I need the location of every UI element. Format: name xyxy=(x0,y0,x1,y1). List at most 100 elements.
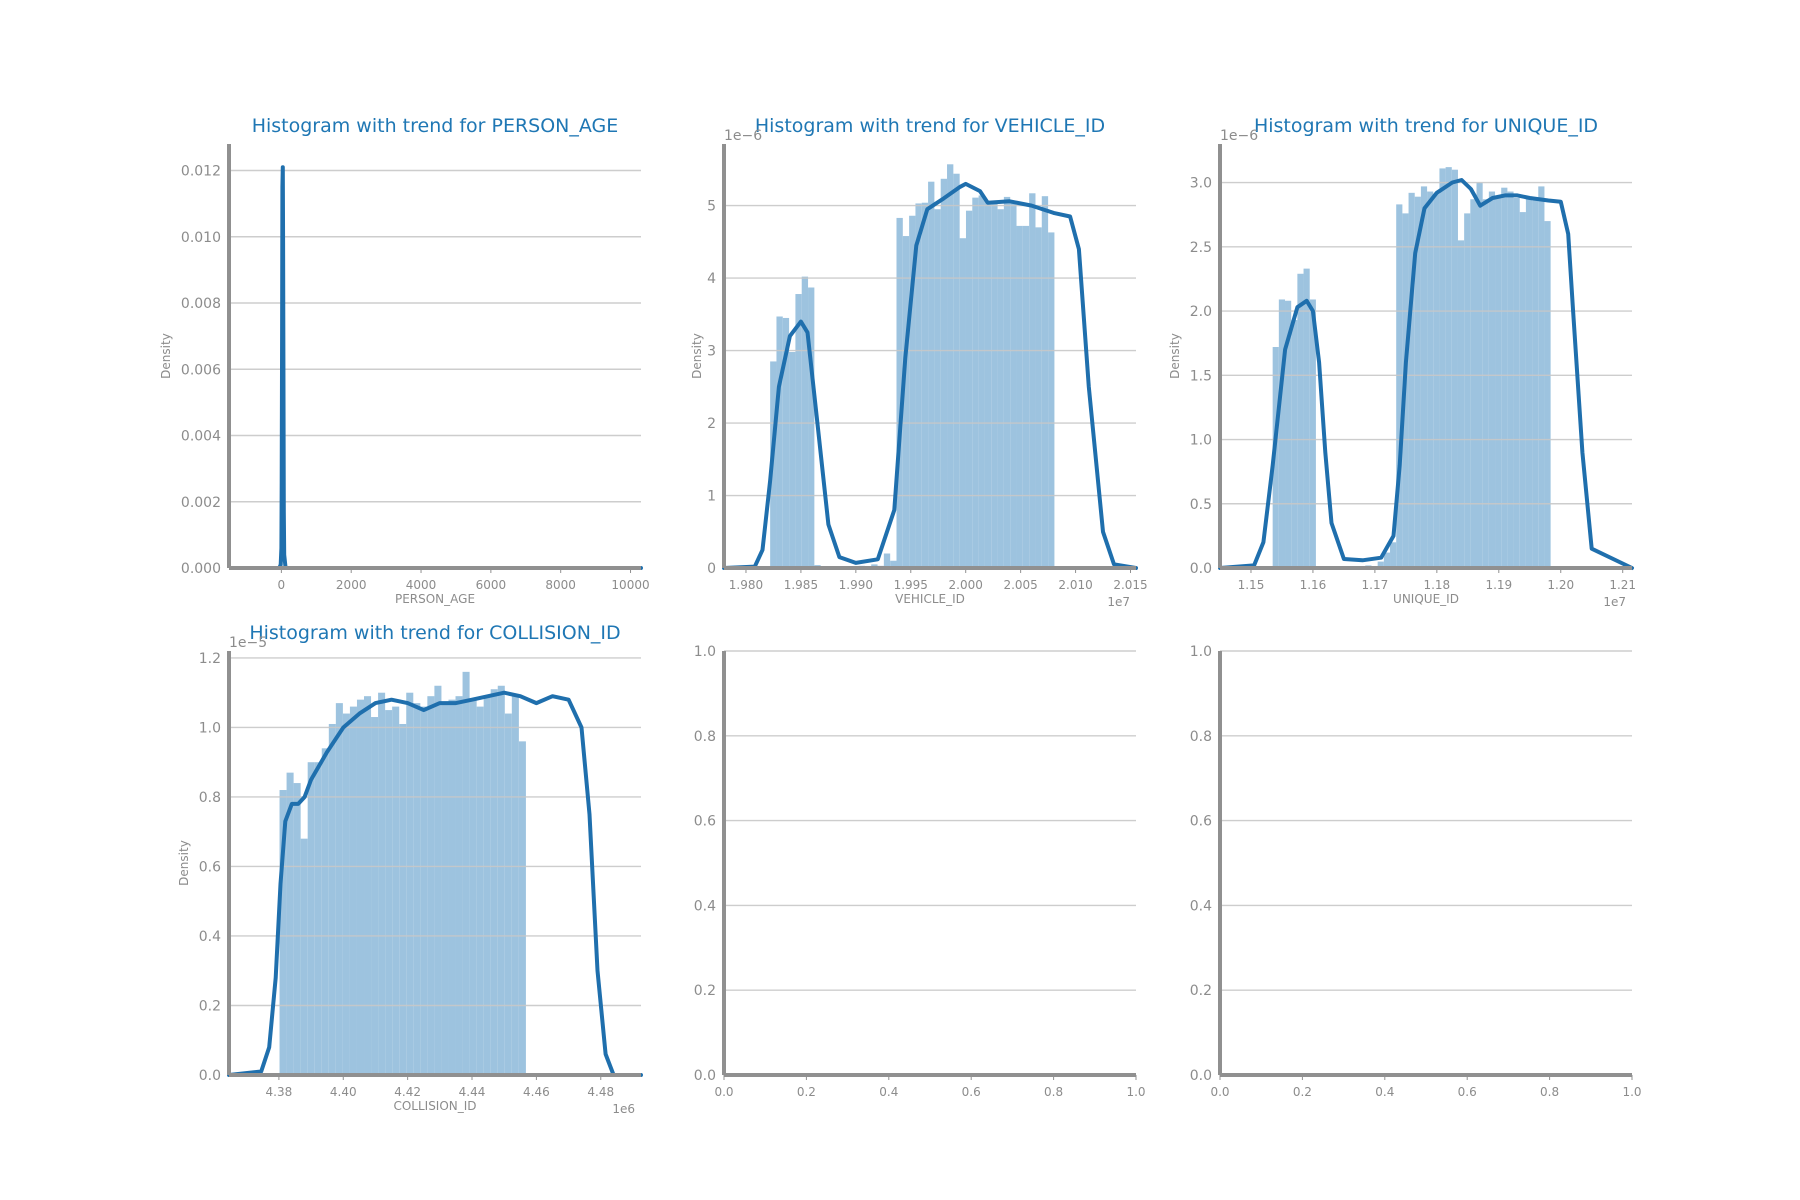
y-tick-label: 2 xyxy=(707,416,716,432)
histogram-bar xyxy=(1414,196,1421,569)
x-tick-label: 2000 xyxy=(336,578,367,592)
y-tick-label: 1.5 xyxy=(1190,368,1212,384)
x-axis-offset-label: 1e7 xyxy=(1603,595,1626,609)
x-tick-label: 1.0 xyxy=(1126,1085,1145,1099)
kde-trend-line xyxy=(1218,178,1634,570)
histogram-bar xyxy=(1048,232,1055,568)
subplot-4: 0.0 0.2 0.4 0.6 0.8 1.0 1.2 4.38 4.40 4.42 4.44 4.4… xyxy=(177,622,643,1116)
y-tick-label: 0.8 xyxy=(694,729,716,745)
histogram-bar xyxy=(420,706,428,1075)
y-tick-label: 0.0 xyxy=(1190,561,1212,577)
histogram-bar xyxy=(965,210,973,568)
x-tick-label: 1.995 xyxy=(894,578,928,592)
histogram-bars xyxy=(1272,167,1551,569)
histogram-bar xyxy=(427,696,435,1075)
histogram-bar xyxy=(455,696,463,1075)
x-tick-label: 2.010 xyxy=(1058,578,1092,592)
y-tick-label: 0.6 xyxy=(1190,814,1212,830)
histogram-bar xyxy=(1303,268,1310,568)
histogram-bar xyxy=(1507,191,1514,568)
histogram-bar xyxy=(1408,192,1415,568)
x-tick-label: 10000 xyxy=(611,578,649,592)
x-tick-label: 1.980 xyxy=(729,578,763,592)
y-tick-label: 4 xyxy=(707,271,716,287)
histogram-bar xyxy=(1457,240,1465,568)
subplot-2: 0 1 2 3 4 5 1.980 1.985 1.990 1.995 2.000 2.005 2.01… xyxy=(690,115,1148,609)
y-tick-label: 0.012 xyxy=(181,164,221,180)
histogram-bar xyxy=(1544,221,1551,568)
y-tick-label: 0.0 xyxy=(199,1068,221,1084)
histogram-bar xyxy=(1041,196,1049,568)
histogram-bar xyxy=(921,202,929,568)
histogram-bar xyxy=(776,316,783,568)
histogram-bar xyxy=(1470,199,1477,569)
histogram-bar xyxy=(1291,320,1298,568)
histogram-bar xyxy=(497,685,505,1075)
y-tick-label: 0.4 xyxy=(694,898,716,914)
y-axis-offset-label: 1e−5 xyxy=(229,635,267,651)
y-tick-label: 0.6 xyxy=(694,814,716,830)
histogram-bar xyxy=(342,713,350,1075)
x-tick-label: 0.2 xyxy=(1293,1085,1312,1099)
y-axis-label: Density xyxy=(159,333,173,379)
histogram-bar xyxy=(953,173,960,568)
chart-title: Histogram with trend for VEHICLE_ID xyxy=(755,115,1105,137)
histogram-bar xyxy=(1003,196,1011,568)
x-tick-label: 1.0 xyxy=(1622,1085,1641,1099)
x-tick-label: 2.015 xyxy=(1113,578,1147,592)
x-tick-label: 1.15 xyxy=(1238,578,1265,592)
y-axis-label: Density xyxy=(690,333,704,379)
histogram-bar xyxy=(1532,200,1539,569)
histogram-bar xyxy=(795,294,802,568)
x-tick-label: 0.8 xyxy=(1540,1085,1559,1099)
y-axis-label: Density xyxy=(177,840,191,886)
histogram-bar xyxy=(511,696,519,1075)
x-tick-label: 1.17 xyxy=(1362,578,1389,592)
histogram-bar xyxy=(909,215,916,568)
histogram-bar xyxy=(1016,225,1023,568)
y-tick-label: 0.4 xyxy=(1190,898,1212,914)
histogram-bar xyxy=(314,762,322,1075)
histogram-bar xyxy=(1519,212,1526,568)
histogram-bar xyxy=(890,560,897,568)
histogram-bar xyxy=(406,692,414,1075)
y-tick-label: 1.0 xyxy=(694,644,716,660)
y-tick-label: 3.0 xyxy=(1190,176,1212,192)
histogram-bar xyxy=(997,209,1004,568)
histogram-bar xyxy=(364,696,372,1075)
histogram-bar xyxy=(1010,201,1017,568)
histogram-bar xyxy=(1464,213,1471,568)
histogram-bar xyxy=(1427,191,1434,568)
histogram-bar xyxy=(1538,186,1545,568)
histogram-bar xyxy=(1420,186,1428,568)
y-axis-offset-label: 1e−6 xyxy=(1220,128,1258,144)
y-tick-label: 5 xyxy=(707,199,716,215)
x-tick-label: 1.990 xyxy=(839,578,873,592)
histogram-bar xyxy=(504,713,512,1075)
histogram-bar xyxy=(1297,273,1304,568)
histogram-bar xyxy=(321,748,329,1075)
histogram-bar xyxy=(328,723,336,1075)
subplot-6: 0.0 0.2 0.4 0.6 0.8 1.0 0.0 0.2 0.4 0.6 0.8 1.0 xyxy=(1190,644,1642,1099)
y-tick-label: 0.010 xyxy=(181,230,221,246)
histogram-bar xyxy=(801,276,809,568)
histogram-bar xyxy=(1035,227,1042,568)
histogram-bar xyxy=(1433,194,1440,569)
x-axis-label: PERSON_AGE xyxy=(395,592,475,606)
histogram-bar xyxy=(476,706,484,1075)
histogram-bar xyxy=(1272,347,1279,568)
kde-trend-line xyxy=(722,181,1138,570)
histogram-bar xyxy=(808,287,815,568)
y-tick-label: 2.0 xyxy=(1190,304,1212,320)
histogram-bar xyxy=(1439,168,1446,569)
histogram-bar xyxy=(307,762,315,1075)
y-tick-label: 1.0 xyxy=(1190,644,1212,660)
histogram-bar xyxy=(399,723,407,1075)
chart-title: Histogram with trend for UNIQUE_ID xyxy=(1254,115,1598,137)
x-tick-label: 0.0 xyxy=(1210,1085,1229,1099)
x-tick-label: 6000 xyxy=(476,578,507,592)
y-tick-label: 2.5 xyxy=(1190,240,1212,256)
histogram-bar xyxy=(782,317,790,568)
y-tick-label: 0.000 xyxy=(181,561,221,577)
y-tick-label: 0.006 xyxy=(181,362,221,378)
